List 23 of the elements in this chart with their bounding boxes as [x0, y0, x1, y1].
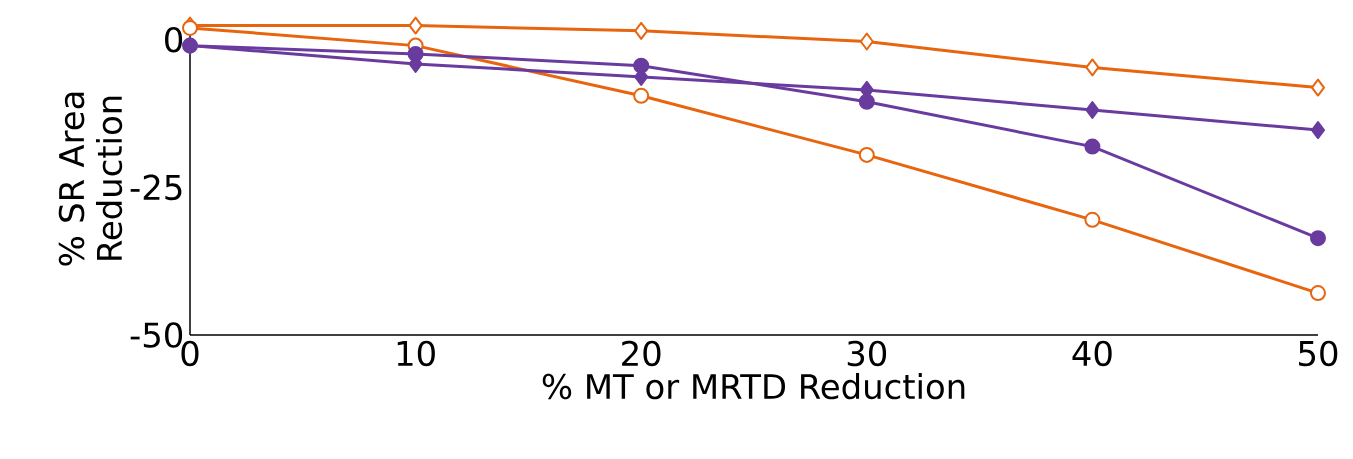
- point: [1084, 211, 1101, 228]
- y-axis-title: % SR Area Reduction: [58, 92, 123, 266]
- x-tick-label: 20: [622, 340, 661, 367]
- point: [1084, 138, 1101, 155]
- point: [408, 16, 423, 35]
- point: [859, 32, 874, 51]
- x-axis-title: % MT or MRTD Reduction: [542, 373, 965, 400]
- point: [1309, 285, 1326, 302]
- point: [633, 87, 650, 104]
- point: [1310, 78, 1325, 97]
- x-tick-label: 10: [397, 340, 435, 367]
- y-tick-label: -25: [130, 174, 182, 201]
- x-tick-label: 40: [1072, 340, 1112, 367]
- x-tick-label: 50: [1299, 340, 1338, 367]
- point: [858, 146, 875, 163]
- point: [1310, 121, 1325, 140]
- point: [1085, 58, 1100, 77]
- y-tick-label: -50: [130, 322, 183, 348]
- point: [1309, 230, 1326, 247]
- point: [634, 21, 649, 40]
- point: [1085, 100, 1100, 119]
- x-tick-label: 30: [847, 340, 887, 367]
- y-tick-label: 0: [165, 26, 183, 53]
